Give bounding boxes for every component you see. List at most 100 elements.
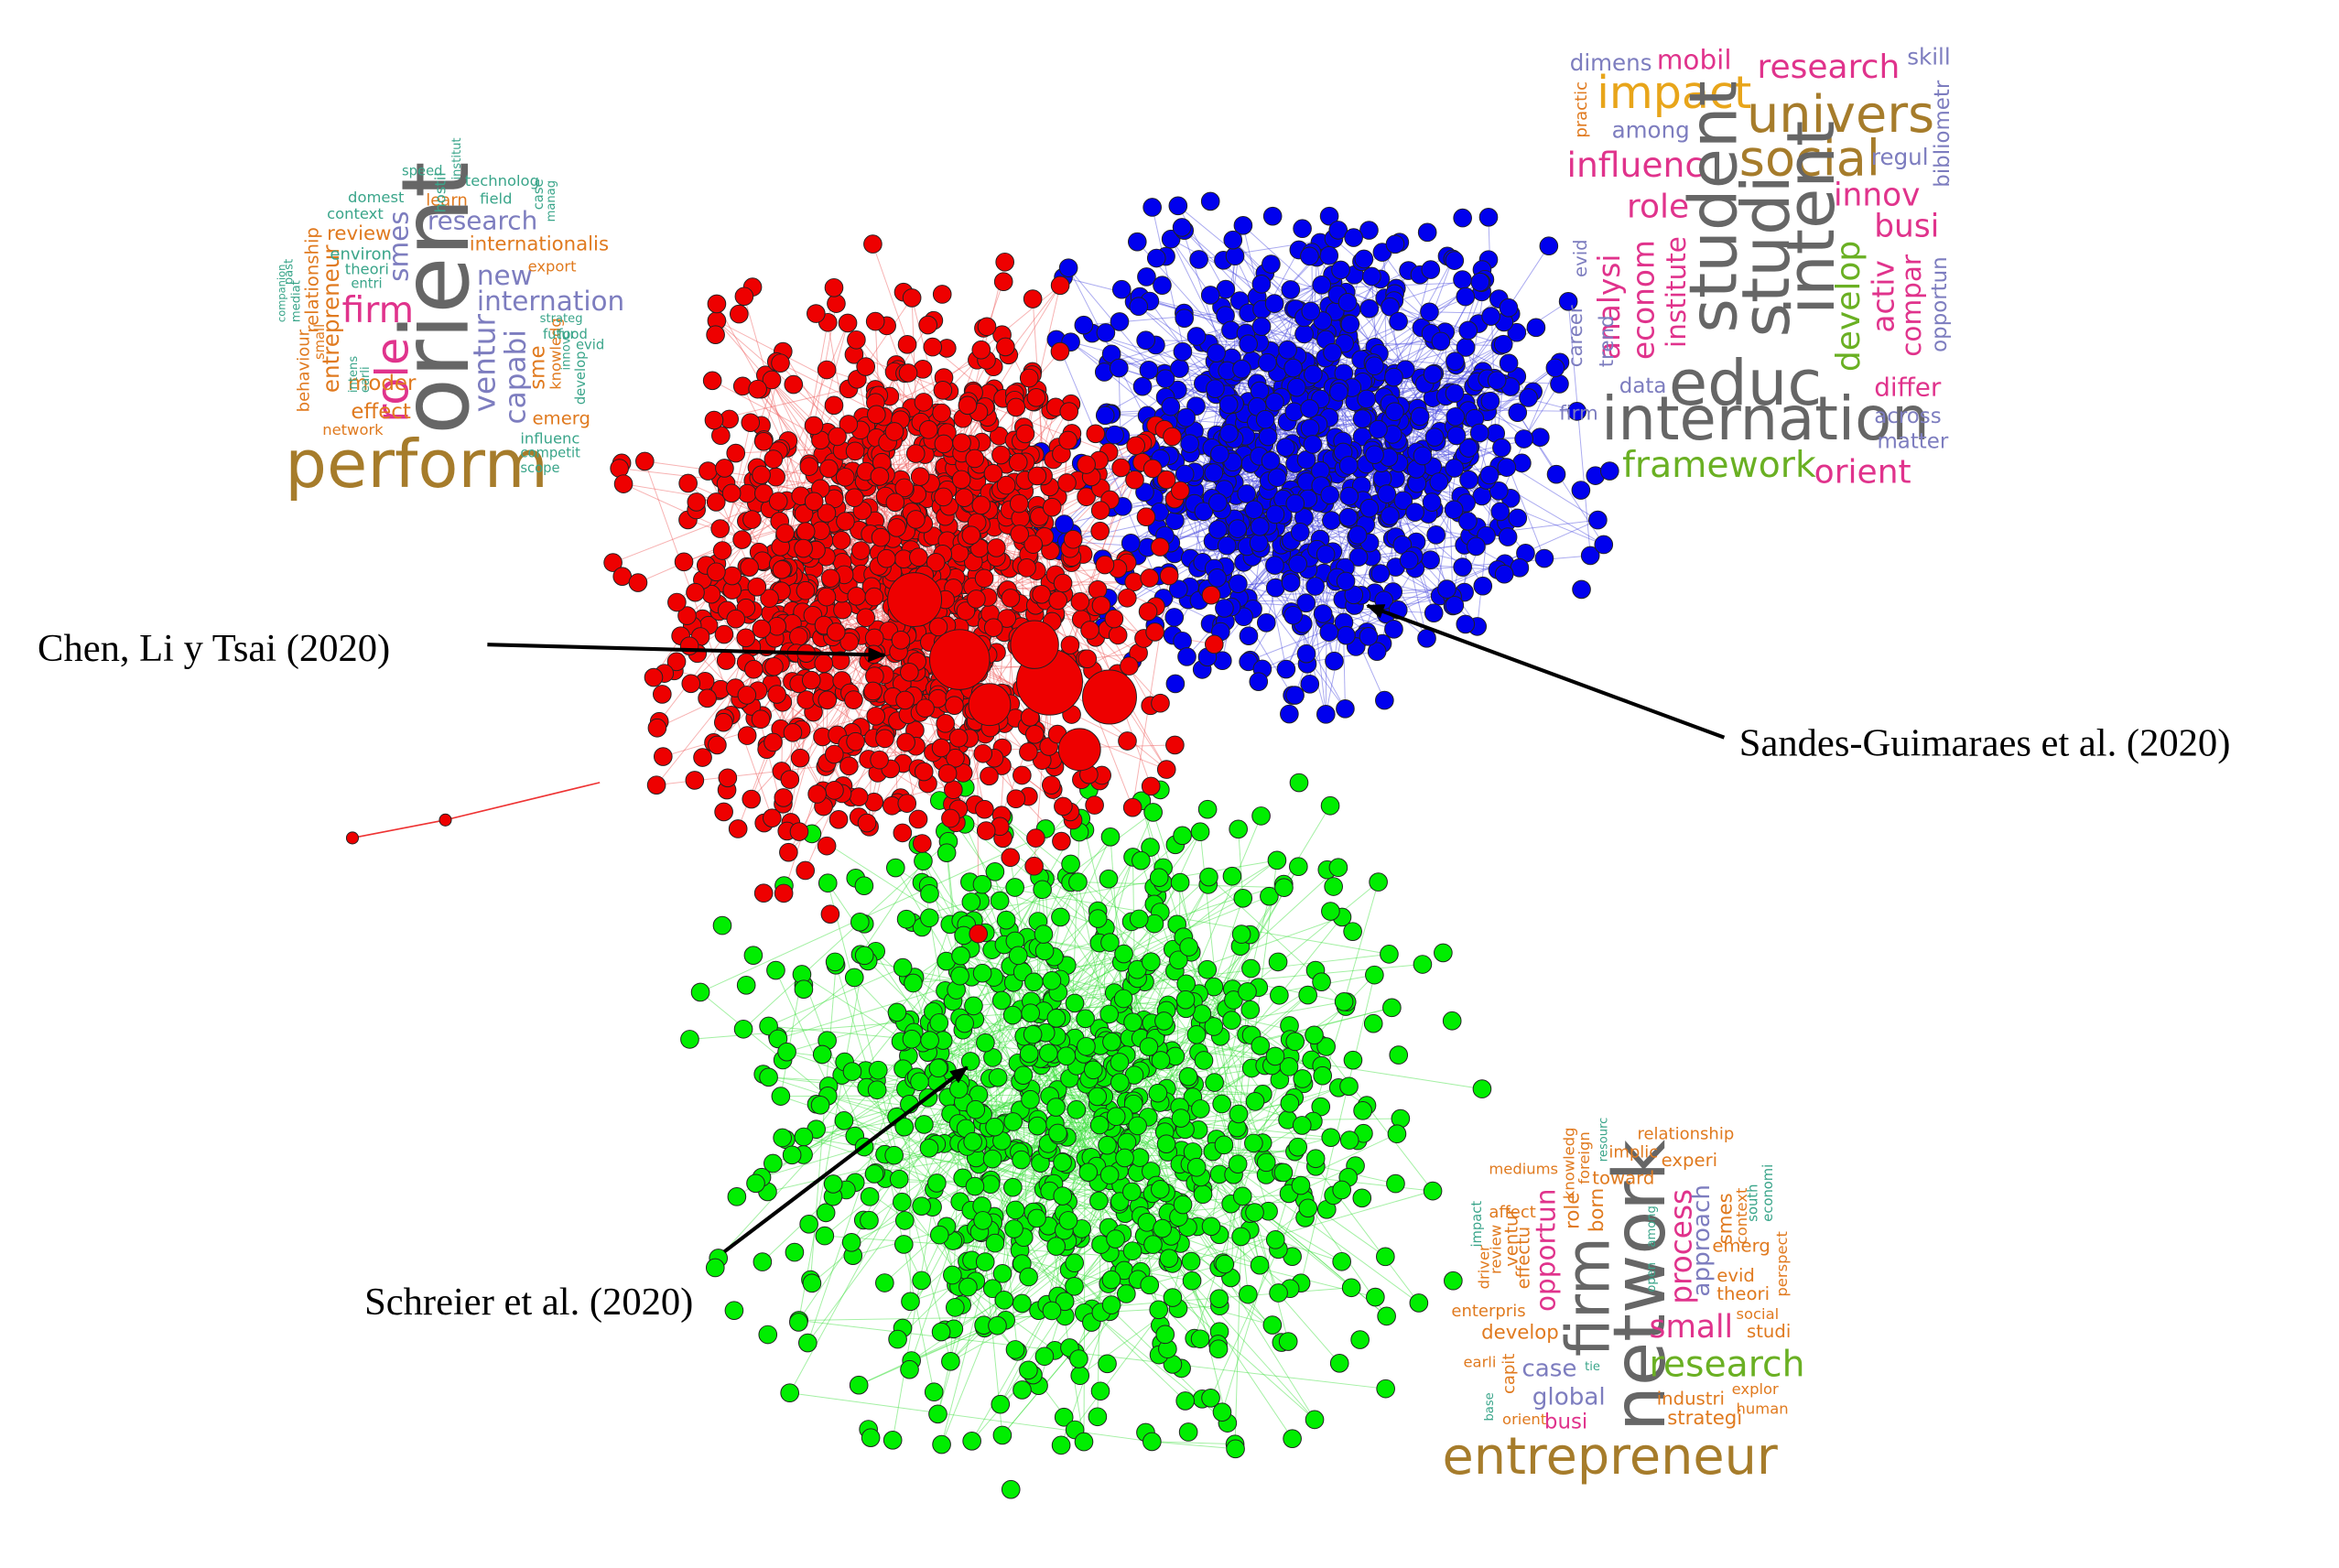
node: [1003, 1177, 1023, 1197]
edge: [1147, 883, 1284, 1118]
node: [796, 522, 816, 541]
node: [1060, 635, 1080, 655]
node: [1386, 1173, 1405, 1194]
node: [996, 910, 1016, 930]
node: [849, 787, 869, 806]
node: [1164, 608, 1185, 627]
node: [790, 748, 810, 768]
node: [1122, 1241, 1142, 1260]
node: [1251, 806, 1271, 826]
node: [1186, 1157, 1207, 1177]
node: [1095, 555, 1115, 575]
node: [1375, 690, 1394, 710]
node: [1385, 234, 1405, 254]
node: [1204, 1017, 1224, 1036]
node: [1269, 1283, 1288, 1303]
node: [1111, 279, 1132, 299]
node: [1021, 1003, 1041, 1023]
node: [897, 794, 917, 813]
node: [1293, 1069, 1313, 1088]
edge: [719, 611, 828, 801]
node: [1006, 397, 1026, 417]
node: [1359, 627, 1379, 646]
node: [991, 1394, 1011, 1414]
node: [1319, 206, 1339, 226]
node: [883, 1430, 903, 1450]
node: [1099, 869, 1119, 889]
node: [1446, 406, 1466, 427]
node: [1136, 507, 1156, 526]
node: [1173, 1195, 1193, 1215]
node: [1283, 605, 1303, 625]
node: [888, 1329, 907, 1349]
node: [900, 1359, 919, 1379]
word: busi: [1874, 209, 1939, 245]
node: [1182, 1271, 1202, 1291]
node: [1115, 1148, 1134, 1168]
node: [905, 444, 926, 463]
node: [780, 1383, 799, 1403]
node: [994, 1291, 1014, 1310]
node: [1117, 1132, 1137, 1152]
node: [1165, 674, 1186, 694]
node: [845, 441, 865, 461]
node: [919, 908, 939, 928]
node: [753, 1252, 773, 1271]
node: [951, 470, 971, 490]
node: [955, 1013, 974, 1033]
node: [1055, 1292, 1075, 1312]
edge: [994, 1126, 1186, 1130]
node: [1481, 307, 1500, 326]
word: bibliometr: [1931, 80, 1955, 188]
node: [867, 1080, 887, 1100]
node: [1332, 1251, 1351, 1271]
node: [826, 622, 846, 642]
word: orient: [1502, 1411, 1547, 1428]
node: [1053, 573, 1073, 593]
node: [1479, 465, 1500, 485]
node: [1316, 705, 1336, 724]
node: [1446, 351, 1465, 371]
node: [928, 1404, 948, 1424]
node: [1193, 1184, 1213, 1205]
node: [1171, 1108, 1191, 1128]
edge: [777, 883, 1284, 1040]
node: [1215, 599, 1234, 618]
node: [753, 883, 774, 903]
node: [1008, 452, 1028, 472]
node: [1423, 364, 1443, 384]
node: [1336, 571, 1356, 591]
node: [693, 748, 712, 767]
node: [971, 340, 991, 360]
node: [902, 288, 922, 308]
node: [1210, 444, 1229, 464]
node: [1218, 395, 1239, 415]
node: [846, 731, 865, 752]
node: [1232, 1186, 1252, 1206]
node: [817, 360, 837, 380]
node: [1146, 248, 1166, 268]
node: [993, 272, 1013, 292]
node: [964, 996, 983, 1016]
node: [1104, 609, 1124, 629]
node: [856, 608, 876, 628]
node: [861, 1428, 881, 1448]
node: [833, 600, 852, 620]
node: [1172, 218, 1192, 237]
node: [1141, 776, 1161, 796]
node: [1039, 1044, 1058, 1063]
node: [828, 809, 849, 829]
node: [1365, 965, 1384, 985]
node: [1165, 735, 1185, 755]
node: [1199, 867, 1218, 887]
node: [1109, 358, 1129, 378]
node: [678, 473, 698, 493]
node: [945, 1298, 965, 1317]
node: [1088, 1407, 1108, 1427]
node: [1178, 1066, 1198, 1087]
node: [753, 431, 774, 451]
node: [1219, 424, 1239, 443]
node: [1341, 1278, 1361, 1298]
node: [1413, 955, 1433, 974]
node: [1377, 484, 1397, 503]
